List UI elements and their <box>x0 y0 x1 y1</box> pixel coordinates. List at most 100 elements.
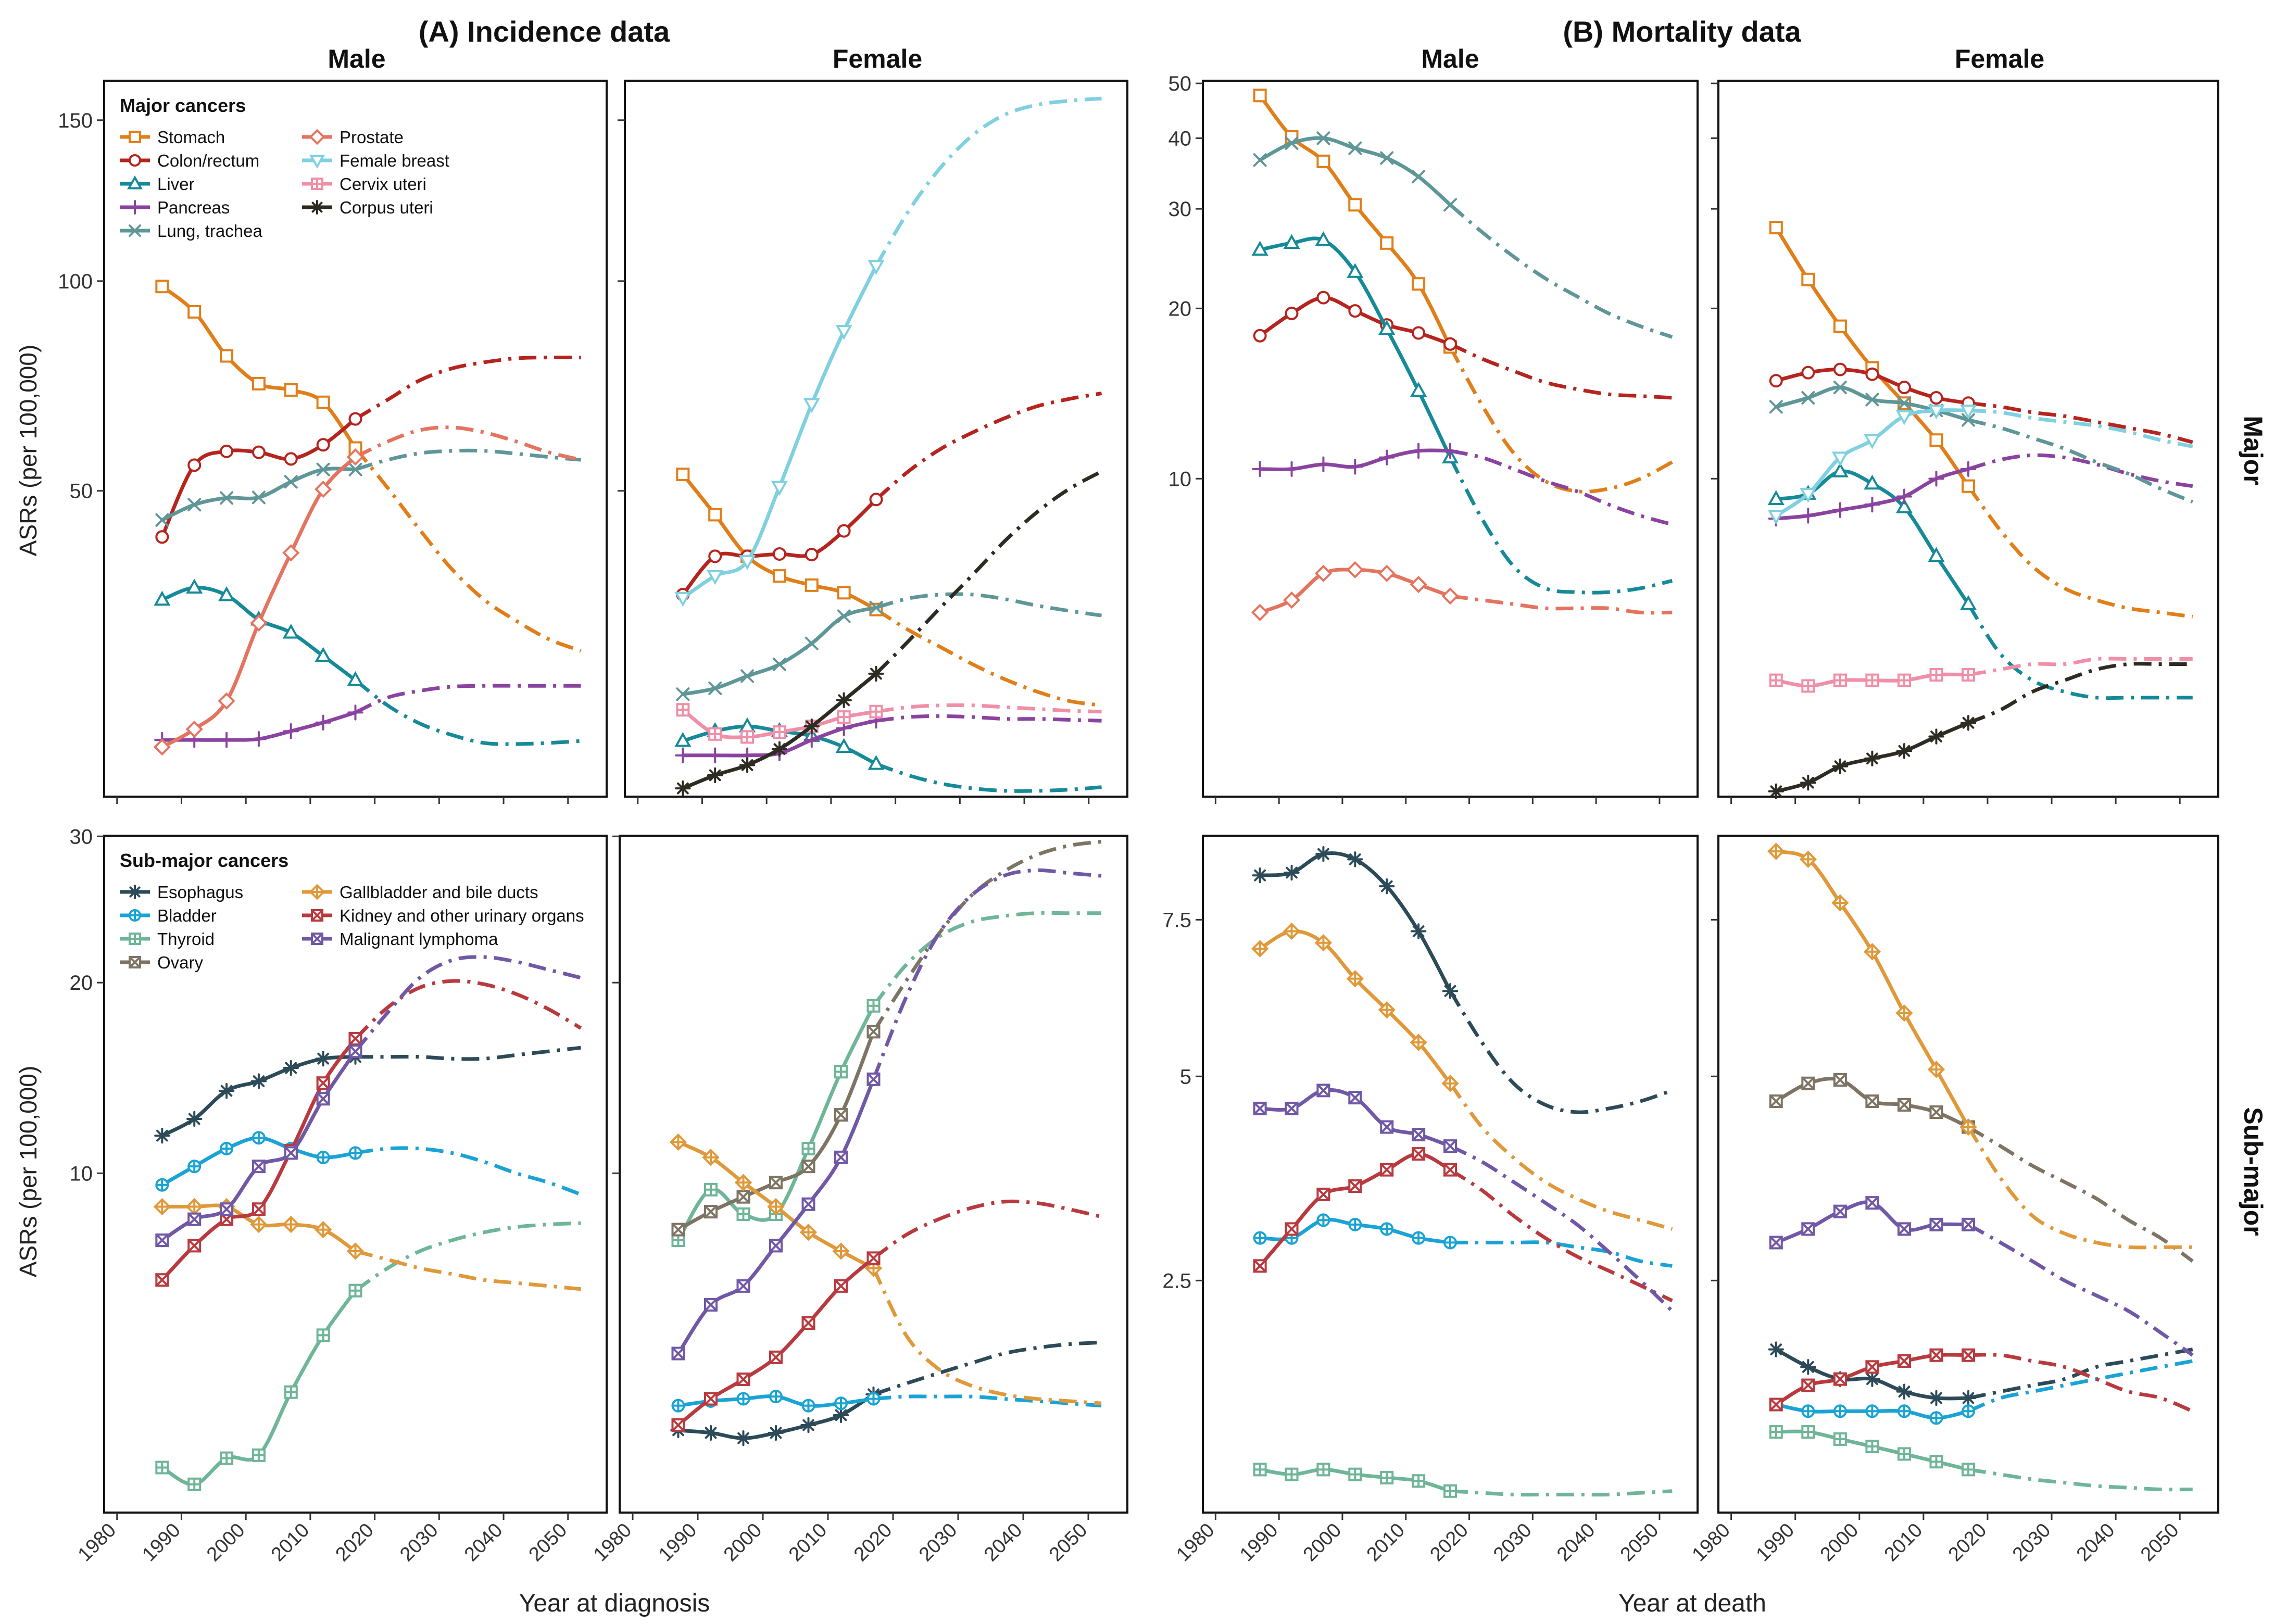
legend-label: Lung, trachea <box>157 221 262 241</box>
data-point <box>1316 131 1330 145</box>
data-point <box>252 1131 266 1145</box>
series-gallbladder-and-bile-ducts <box>1767 842 2193 1250</box>
data-point <box>1895 410 1913 425</box>
y-tick-label: 30 <box>1169 198 1192 221</box>
data-point <box>674 591 692 607</box>
y-axis-label-sub-major: ASRs (per 100,000) <box>15 1066 42 1278</box>
legend-marker <box>127 175 143 190</box>
data-point <box>155 1178 169 1192</box>
data-point <box>1801 1425 1815 1439</box>
data-point <box>1315 456 1331 473</box>
data-point <box>154 590 171 606</box>
data-point <box>316 1092 330 1106</box>
data-point <box>1378 320 1396 335</box>
data-point <box>1833 1204 1847 1218</box>
data-point <box>252 1160 266 1174</box>
panel-frame <box>1717 80 2219 798</box>
projection-line <box>1450 1240 1673 1268</box>
data-point <box>316 462 330 476</box>
data-point <box>1929 1348 1943 1362</box>
legend-marker <box>128 885 142 899</box>
series-thyroid <box>1253 1463 1673 1498</box>
legend-item-female-breast: Female breast <box>302 151 449 170</box>
legend-item-corpus-uteri: Corpus uteri <box>302 198 433 217</box>
y-tick-label: 7.5 <box>1162 909 1191 931</box>
data-point <box>805 636 819 650</box>
data-point <box>187 458 202 472</box>
x-axis <box>1730 797 2181 804</box>
legend-item-ovary: Ovary <box>120 953 204 972</box>
data-point <box>1346 561 1364 578</box>
data-point <box>1251 603 1269 621</box>
projection-line <box>1450 1489 1673 1497</box>
data-point <box>1412 277 1426 291</box>
x-axis-label-mortality: Year at death <box>1618 1590 1766 1617</box>
data-point <box>1283 234 1300 249</box>
data-point <box>1252 867 1268 884</box>
data-point <box>1348 304 1362 318</box>
data-point <box>1928 1390 1944 1406</box>
data-point <box>316 395 330 409</box>
y-tick-label: 2.5 <box>1162 1269 1191 1292</box>
data-point <box>1285 1101 1299 1115</box>
data-point <box>800 1417 816 1433</box>
data-point <box>671 1233 685 1247</box>
data-point <box>866 1251 881 1265</box>
data-point <box>1929 391 1943 405</box>
projection-line <box>1967 1223 2194 1357</box>
data-point <box>187 1477 202 1491</box>
data-point <box>187 305 202 319</box>
data-point <box>1380 1222 1394 1236</box>
data-point <box>738 555 756 570</box>
data-point <box>1412 1474 1426 1488</box>
data-point <box>704 1298 718 1312</box>
data-point <box>1801 366 1815 380</box>
data-point <box>671 1346 685 1361</box>
data-point <box>1410 575 1427 594</box>
data-point <box>801 1197 815 1211</box>
data-point <box>250 614 268 632</box>
data-point <box>772 547 786 561</box>
legend-major-cancers: Major cancers Stomach Colon/rectum Liver Pan… <box>120 95 449 241</box>
data-point <box>1251 940 1269 958</box>
data-point <box>1253 89 1267 103</box>
data-point <box>834 1150 848 1164</box>
data-point <box>1380 1120 1394 1134</box>
data-point <box>772 725 786 739</box>
panel-mortality-female-major <box>1711 80 2219 804</box>
legend-item-gallbladder-and-bile-ducts: Gallbladder and bile ducts <box>302 883 538 902</box>
data-point <box>1864 474 1881 490</box>
series-bladder <box>1253 1213 1673 1268</box>
data-point <box>1767 842 1785 860</box>
data-point <box>282 544 300 562</box>
data-point <box>1800 508 1816 524</box>
legend-marker <box>309 155 325 169</box>
panel-incidence-female-sub-major: 1980 1990 2000 2010 2020 2030 2040 2050 <box>589 835 1128 1566</box>
y-axis <box>1711 82 1718 480</box>
series-kidney-and-other-urinary-organs <box>1769 1348 2194 1413</box>
data-point <box>315 1221 332 1239</box>
data-point <box>834 1279 848 1293</box>
series-corpus-uteri <box>675 470 1103 797</box>
data-point <box>1283 922 1301 940</box>
data-point <box>771 481 788 496</box>
data-point <box>1799 850 1817 868</box>
data-point <box>868 665 884 682</box>
series-stomach <box>155 280 582 653</box>
data-point <box>1767 490 1785 506</box>
y-axis <box>1711 918 1718 1281</box>
data-point <box>1833 362 1847 376</box>
data-point <box>1928 471 1944 487</box>
data-point <box>1769 1094 1783 1108</box>
data-point <box>708 681 722 695</box>
legend-item-cervix-uteri: Cervix uteri <box>302 174 426 194</box>
projection-line <box>354 1221 581 1292</box>
data-point <box>869 493 883 507</box>
data-point <box>1960 1390 1977 1406</box>
column-title-mortality-female: Female <box>1955 44 2044 73</box>
data-point <box>1962 1217 1975 1231</box>
data-point <box>1347 459 1363 475</box>
data-point <box>155 280 169 294</box>
data-point <box>1253 1101 1267 1115</box>
